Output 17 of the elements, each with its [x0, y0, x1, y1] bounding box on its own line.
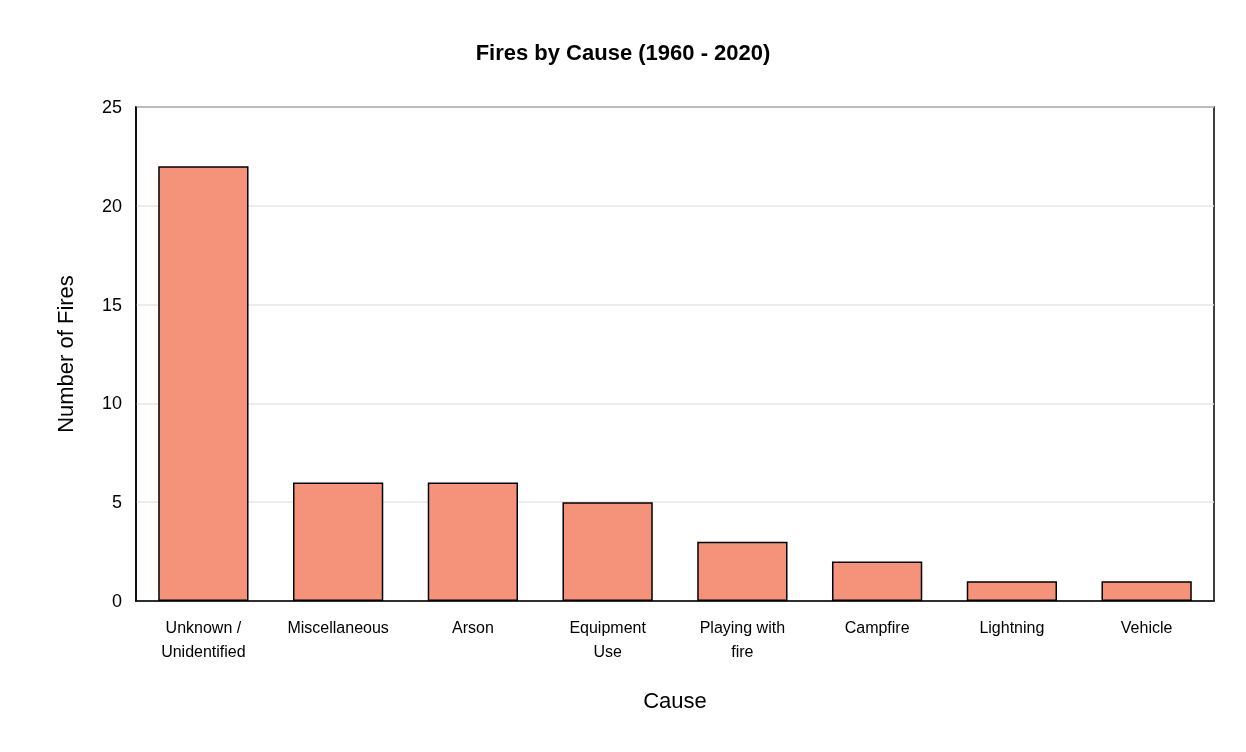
- x-tick-label: Campfire: [844, 618, 910, 636]
- y-tick-label: 25: [101, 97, 122, 117]
- y-tick-label: 10: [101, 393, 122, 414]
- x-tick-label: Vehicle: [1120, 618, 1173, 636]
- y-axis-title: Number of Fires: [52, 275, 78, 433]
- x-tick-label: Playing with fire: [699, 618, 786, 660]
- y-tick-label: 15: [101, 294, 122, 315]
- x-tick-label: Unknown / Unidentified: [161, 618, 246, 660]
- y-tick-label: 20: [101, 195, 122, 216]
- x-tick-label: Miscellaneous: [287, 618, 389, 636]
- x-tick-label: Lightning: [979, 618, 1045, 636]
- x-axis-title: Cause: [643, 687, 707, 713]
- chart-title: Fires by Cause (1960 - 2020): [475, 39, 771, 65]
- x-tick-label: Arson: [451, 618, 494, 636]
- x-tick-label: Equipment Use: [569, 618, 647, 660]
- y-tick-label: 0: [111, 591, 122, 611]
- y-tick-label: 5: [111, 492, 122, 513]
